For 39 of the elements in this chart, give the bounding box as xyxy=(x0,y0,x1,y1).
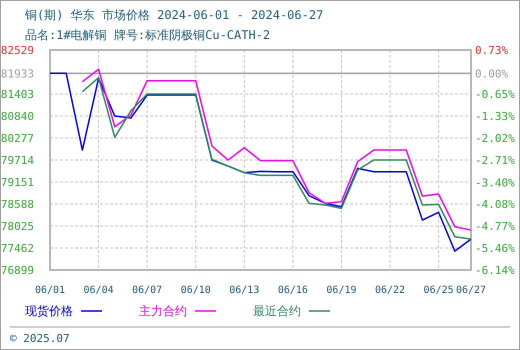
legend-label: 主力合约 xyxy=(139,304,187,318)
text: © 2025.07 xyxy=(10,332,70,345)
y-tick-label: 78025 xyxy=(0,220,34,233)
y-tick-label: 79714 xyxy=(0,154,34,167)
y-tick-label: 81403 xyxy=(0,88,34,101)
x-tick-label: 06/10 xyxy=(180,285,211,296)
chart-subtitle: 品名:1#电解铜 牌号:标准阴极铜Cu-CATH-2 xyxy=(25,28,270,42)
chart-title: 铜(期) 华东 市场价格 2024-06-01 - 2024-06-27 xyxy=(24,8,324,22)
y2-tick-label: -2.71% xyxy=(475,154,516,168)
legend-label: 最近合约 xyxy=(253,304,301,318)
x-tick-label: 06/04 xyxy=(84,285,114,296)
y-tick-label: 80840 xyxy=(0,110,34,123)
x-tick-label: 06/16 xyxy=(278,285,308,296)
y2-tick-label: -4.08% xyxy=(475,198,516,212)
y-tick-label: 81933 xyxy=(0,67,34,80)
y2-tick-label: -5.46% xyxy=(475,242,516,256)
x-tick-label: 06/22 xyxy=(374,285,406,296)
y2-tick-label: 0.00% xyxy=(475,67,508,80)
y-tick-label: 79151 xyxy=(0,176,34,189)
y2-tick-label: -3.40% xyxy=(475,176,516,190)
y2-tick-label: -0.65% xyxy=(475,88,516,102)
x-tick-label: 06/25 xyxy=(424,285,454,296)
x-tick-label: 06/07 xyxy=(132,285,162,296)
y2-tick-label: 0.73% xyxy=(475,44,508,57)
x-tick-label: 06/19 xyxy=(326,285,357,296)
legend-label: 现货价格 xyxy=(25,304,73,318)
x-tick-label: 06/01 xyxy=(34,285,66,296)
y-tick-label: 77462 xyxy=(0,242,34,255)
x-tick-label: 06/27 xyxy=(456,285,486,296)
y2-tick-label: -4.77% xyxy=(475,220,516,234)
y2-tick-label: -1.33% xyxy=(475,110,516,123)
y-tick-label: 76899 xyxy=(0,264,34,277)
y2-tick-label: -6.14% xyxy=(475,264,516,277)
line-series xyxy=(49,72,472,252)
y-tick-label: 78588 xyxy=(0,198,34,211)
y2-tick-label: -2.02% xyxy=(475,132,516,146)
x-tick-label: 06/13 xyxy=(229,285,260,296)
y-tick-label: 82529 xyxy=(0,44,34,57)
y-tick-label: 80277 xyxy=(0,132,34,145)
